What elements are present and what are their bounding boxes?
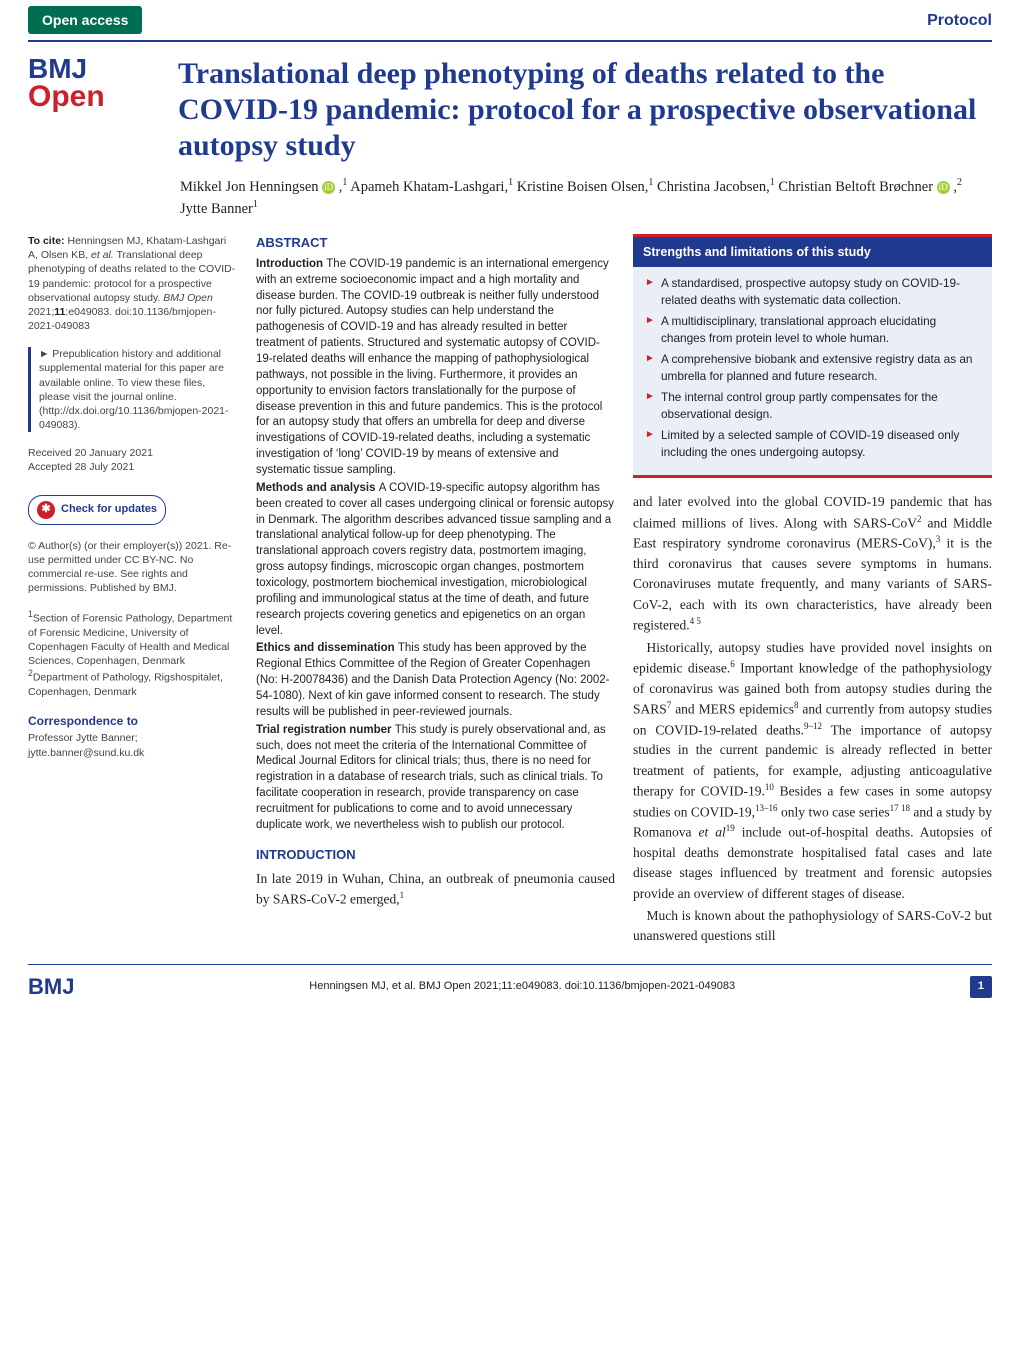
correspondence-heading: Correspondence to [28,713,238,729]
introduction-heading: INTRODUCTION [256,846,615,865]
abstract-methods-text: A COVID-19-specific autopsy algorithm ha… [256,482,614,637]
abstract-heading: ABSTRACT [256,234,615,253]
box-item: A comprehensive biobank and extensive re… [645,351,980,384]
check-updates-label: Check for updates [61,502,157,517]
citation-block: To cite: Henningsen MJ, Khatam-Lashgari … [28,234,238,333]
strengths-limitations-box: Strengths and limitations of this study … [633,234,992,478]
open-access-badge: Open access [28,6,142,34]
correspondence-body: Professor Jytte Banner;jytte.banner@sund… [28,731,238,759]
body-paragraph: and later evolved into the global COVID-… [633,492,992,635]
abstract-intro-label: Introduction [256,258,323,270]
box-list: A standardised, prospective autopsy stud… [633,267,992,460]
check-updates-icon: ✱ [37,501,55,519]
intro-p1-text: In late 2019 in Wuhan, China, an outbrea… [256,871,615,907]
body-paragraph: Much is known about the pathophysiology … [633,906,992,947]
affiliations-block: 1Section of Forensic Pathology, Departme… [28,609,238,699]
abstract-body: Introduction The COVID-19 pandemic is an… [256,257,615,834]
title-block: BMJ Open Translational deep phenotyping … [0,42,1020,172]
abstract-ethics-label: Ethics and dissemination [256,642,395,654]
license-block: © Author(s) (or their employer(s)) 2021.… [28,539,238,596]
box-item: The internal control group partly compen… [645,389,980,422]
dates-block: Received 20 January 2021Accepted 28 July… [28,446,238,474]
abstract-trial-text: This study is purely observational and, … [256,724,606,831]
left-column: To cite: Henningsen MJ, Khatam-Lashgari … [28,234,238,946]
copyright-side-note: BMJ Open: first published as 10.1136/bmj… [1002,0,1016,60]
abstract-methods-label: Methods and analysis [256,482,376,494]
prepub-note: ► Prepublication history and additional … [28,347,238,432]
box-heading: Strengths and limitations of this study [633,237,992,267]
main-grid: To cite: Henningsen MJ, Khatam-Lashgari … [0,234,1020,956]
intro-p1-ref: 1 [400,890,405,900]
middle-column: ABSTRACT Introduction The COVID-19 pande… [256,234,615,946]
body-paragraph: Historically, autopsy studies have provi… [633,638,992,904]
footer-citation: Henningsen MJ, et al. BMJ Open 2021;11:e… [309,979,735,995]
protocol-label: Protocol [927,9,992,32]
intro-paragraph-1: In late 2019 in Wuhan, China, an outbrea… [256,869,615,910]
box-item: A multidisciplinary, translational appro… [645,313,980,346]
box-item: A standardised, prospective autopsy stud… [645,275,980,308]
box-item: Limited by a selected sample of COVID-19… [645,427,980,460]
orcid-icon: iD [937,181,950,194]
page-footer: BMJ Henningsen MJ, et al. BMJ Open 2021;… [28,964,992,1013]
abstract-trial-label: Trial registration number [256,724,391,736]
logo-line2: Open [28,83,178,112]
abstract-intro-text: The COVID-19 pandemic is an internationa… [256,258,609,476]
check-updates-button[interactable]: ✱ Check for updates [28,495,166,525]
orcid-icon: iD [322,181,335,194]
top-bar: Open access Protocol [0,0,1020,40]
right-column: Strengths and limitations of this study … [633,234,992,946]
author-list: Mikkel Jon Henningsen iD ,1 Apameh Khata… [0,172,1020,234]
footer-logo: BMJ [28,971,74,1003]
journal-logo: BMJ Open [28,56,178,164]
page-number: 1 [970,976,992,998]
article-title: Translational deep phenotyping of deaths… [178,56,992,164]
